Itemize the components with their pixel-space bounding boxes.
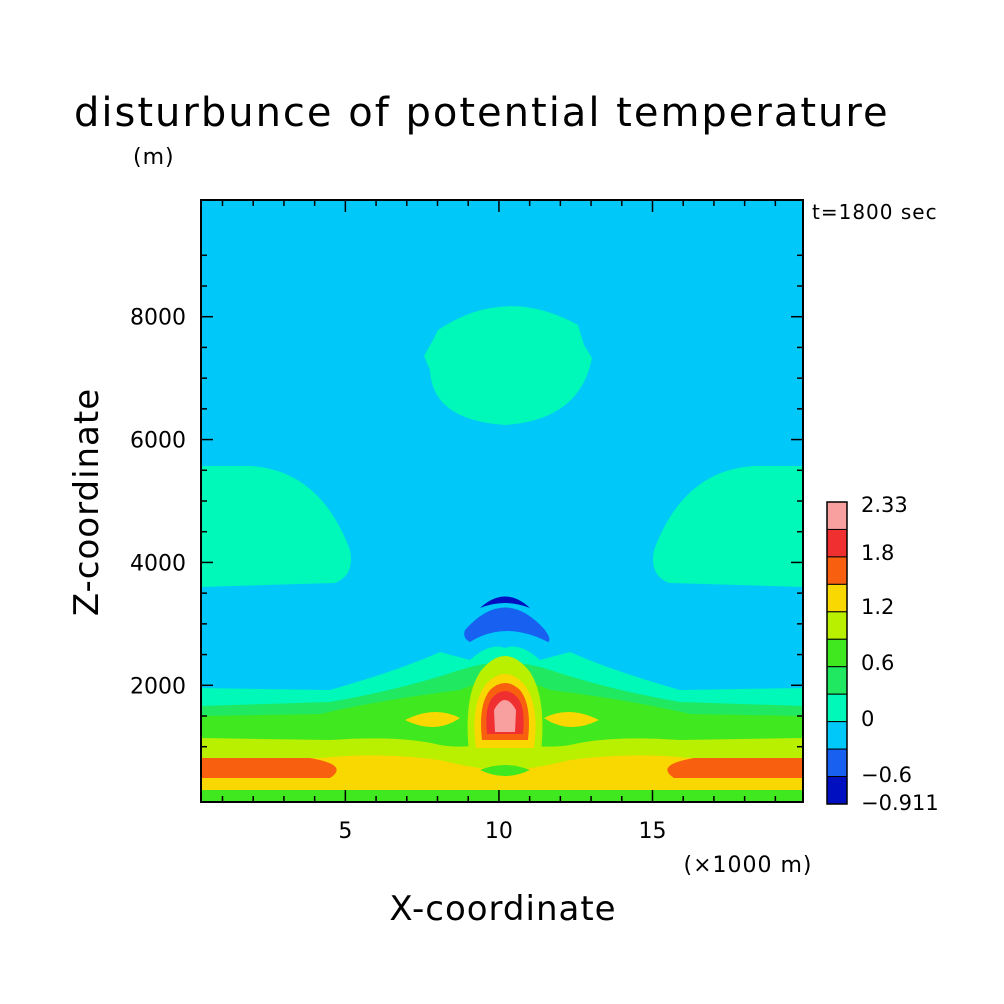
colorbar-label: 0.6	[861, 651, 894, 675]
contour-region-cold-core	[480, 596, 530, 608]
colorbar-swatch	[826, 638, 848, 668]
colorbar-label: 2.33	[861, 493, 908, 517]
colorbar-label: 1.8	[861, 541, 894, 565]
y-tick-label: 2000	[130, 674, 186, 699]
chart-title: disturbunce of potential temperature	[74, 90, 890, 136]
contour-band-orange-left	[201, 758, 337, 778]
colorbar-swatch	[826, 583, 848, 613]
x-axis-label: X-coordinate	[389, 889, 616, 929]
colorbar-swatch	[826, 693, 848, 723]
colorbar-swatch	[826, 748, 848, 778]
contour-band-surface	[201, 790, 803, 802]
contour-region-left-blob	[201, 466, 351, 587]
colorbar-label: 0	[861, 707, 874, 731]
contour-band-orange-right	[667, 758, 803, 778]
x-tick-label: 15	[639, 819, 667, 844]
contour-region-right-blob	[653, 466, 803, 587]
colorbar-frame	[826, 501, 848, 805]
colorbar-swatch	[826, 721, 848, 750]
contour-core-pink	[494, 700, 516, 732]
colorbar: 2.33 1.8 1.2 0.6 0 −0.6 −0.911	[826, 493, 939, 815]
contour-region-side-lobe-left	[405, 711, 460, 728]
z-unit-label: (m)	[133, 145, 175, 170]
contour-region-cold-cap	[464, 607, 550, 642]
colorbar-label: −0.911	[861, 791, 939, 815]
axis-ticks: 5 10 15 2000 4000 6000 8000	[130, 200, 803, 844]
contour-region-side-lobe-right	[544, 711, 599, 728]
colorbar-swatch	[826, 528, 848, 558]
contour-region-upper-blob	[424, 306, 592, 425]
x-tick-label: 10	[485, 819, 513, 844]
contour-region-surface-notch	[480, 765, 530, 776]
colorbar-swatch	[826, 556, 848, 585]
colorbar-label: 1.2	[861, 595, 894, 619]
x-tick-label: 5	[338, 819, 352, 844]
x-unit-label: (×1000 m)	[683, 853, 812, 878]
time-label: t=1800 sec	[812, 200, 938, 224]
y-tick-label: 4000	[130, 551, 186, 576]
colorbar-swatch	[826, 666, 848, 695]
colorbar-swatch	[826, 501, 848, 530]
contour-field	[201, 200, 803, 802]
y-tick-label: 6000	[130, 429, 186, 454]
colorbar-label: −0.6	[861, 763, 912, 787]
y-axis-label: Z-coordinate	[67, 388, 107, 616]
colorbar-swatch	[826, 776, 848, 805]
colorbar-swatch	[826, 611, 848, 640]
y-tick-label: 8000	[130, 306, 186, 331]
